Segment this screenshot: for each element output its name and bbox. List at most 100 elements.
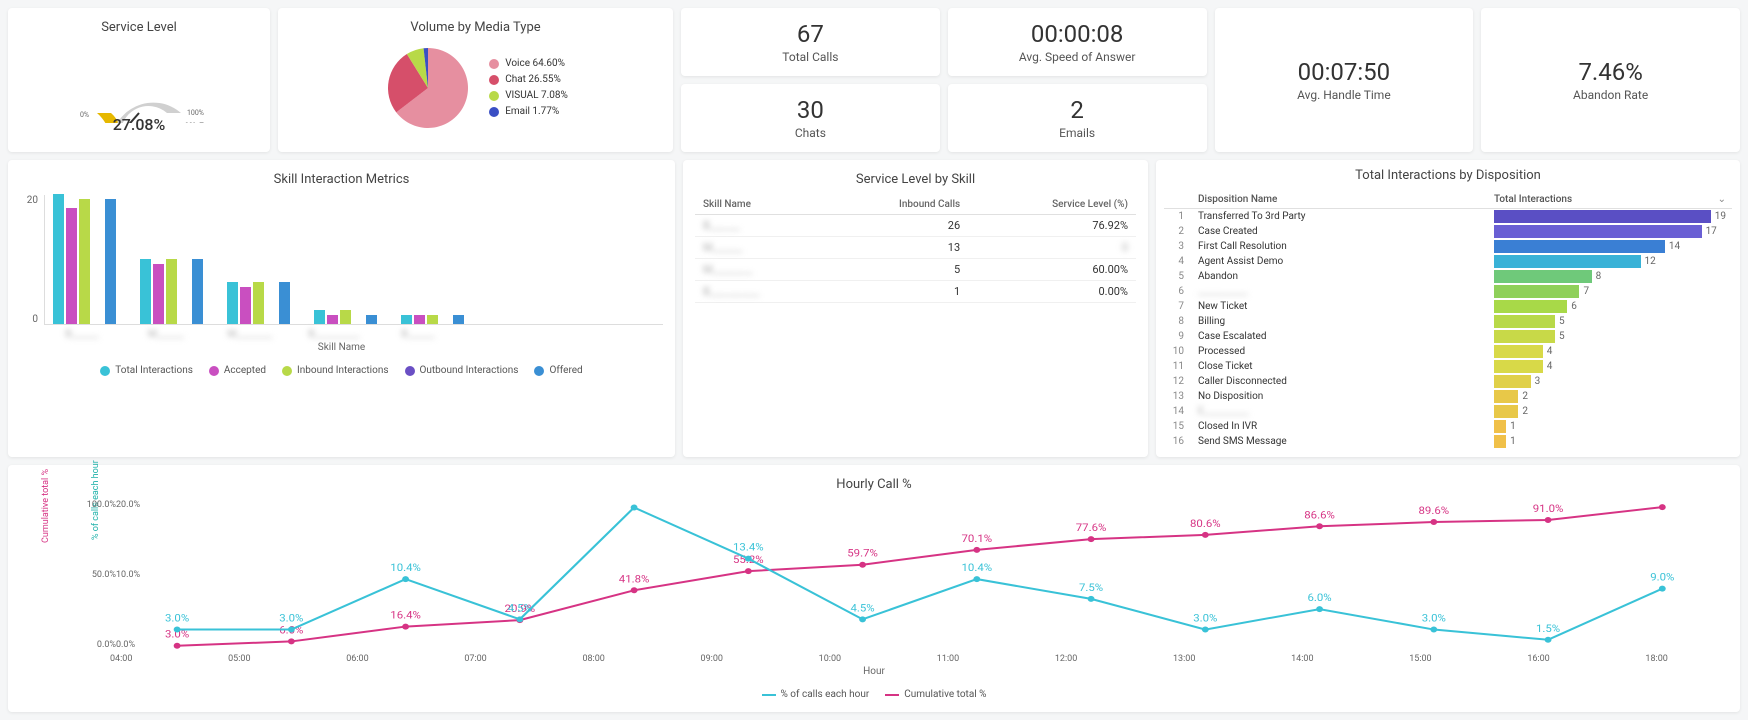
- svg-text:3.0%: 3.0%: [1422, 612, 1446, 624]
- pie-legend-item: Voice 64.60%: [489, 56, 568, 72]
- skill-metrics-yaxis: 200: [20, 195, 44, 325]
- bar: [414, 315, 425, 324]
- hourly-y-left-ticks: 100.0%50.0%0.0%: [76, 500, 116, 650]
- hourly-chart-svg: 3.0%6.0%16.4%20.9%41.8%55.2%59.7%70.1%77…: [40, 500, 1708, 650]
- bar: [227, 282, 238, 324]
- card-sl-by-skill: Service Level by Skill Skill NameInbound…: [683, 160, 1148, 457]
- bar: [366, 315, 377, 324]
- card-skill-metrics: Skill Interaction Metrics 200 B______M__…: [8, 160, 675, 457]
- disposition-row[interactable]: 2Case Created17: [1164, 224, 1732, 239]
- svg-text:41.8%: 41.8%: [619, 573, 650, 585]
- kpi-avg-speed: 00:00:08 Avg. Speed of Answer: [948, 8, 1207, 76]
- disposition-row[interactable]: 16Send SMS Message1: [1164, 434, 1732, 449]
- bar: [66, 208, 77, 324]
- hourly-title: Hourly Call %: [20, 477, 1728, 492]
- disposition-row[interactable]: 1Transferred To 3rd Party19: [1164, 209, 1732, 225]
- disposition-row[interactable]: 8Billing5: [1164, 314, 1732, 329]
- svg-text:86.6%: 86.6%: [1304, 509, 1335, 521]
- card-dispositions: Total Interactions by Disposition Dispos…: [1156, 160, 1740, 457]
- pie-legend-item: Chat 26.55%: [489, 72, 568, 88]
- disposition-row[interactable]: 14E__________2: [1164, 404, 1732, 419]
- svg-text:1.5%: 1.5%: [1536, 622, 1560, 634]
- legend-item[interactable]: Inbound Interactions: [282, 365, 389, 376]
- table-row[interactable]: M________560.00%: [695, 259, 1136, 281]
- svg-text:4.5%: 4.5%: [508, 602, 532, 614]
- svg-text:10.4%: 10.4%: [390, 562, 421, 574]
- bar: [105, 199, 116, 324]
- legend-item[interactable]: Accepted: [209, 365, 266, 376]
- bar-group: [227, 282, 290, 324]
- volume-media-title: Volume by Media Type: [290, 20, 661, 35]
- bar: [140, 259, 151, 324]
- svg-text:3.0%: 3.0%: [279, 612, 303, 624]
- disposition-row[interactable]: 9Case Escalated5: [1164, 329, 1732, 344]
- legend-item[interactable]: Total Interactions: [100, 365, 193, 376]
- kpi-avg-speed-value: 00:00:08: [1031, 20, 1124, 48]
- card-hourly: Hourly Call % Cumulative total % % of ca…: [8, 465, 1740, 712]
- table-row[interactable]: B__________10.00%: [695, 281, 1136, 303]
- disposition-row[interactable]: 12Caller Disconnected3: [1164, 374, 1732, 389]
- svg-text:9.0%: 9.0%: [1650, 571, 1674, 583]
- svg-text:13.4%: 13.4%: [733, 541, 764, 553]
- card-volume-media: Volume by Media Type Voice 64.60%Chat 26…: [278, 8, 673, 152]
- disposition-row[interactable]: 5Abandon8: [1164, 269, 1732, 284]
- bar: [192, 259, 203, 324]
- kpi-total-calls: 67 Total Calls: [681, 8, 940, 76]
- bar: [427, 315, 438, 324]
- sort-dropdown-icon[interactable]: ⌄: [1718, 194, 1726, 205]
- kpi-chats-value: 30: [797, 96, 824, 124]
- bar-group: [401, 315, 464, 324]
- svg-text:16.4%: 16.4%: [390, 609, 421, 621]
- table-row[interactable]: M______130: [695, 237, 1136, 259]
- bar: [153, 264, 164, 324]
- kpi-aht-label: Avg. Handle Time: [1297, 88, 1391, 102]
- skill-metrics-legend: Total Interactions Accepted Inbound Intera…: [20, 365, 663, 376]
- svg-text:80.6%: 80.6%: [1190, 518, 1221, 530]
- bar: [401, 315, 412, 324]
- bar: [327, 315, 338, 324]
- card-service-level: Service Level 0%90% Target100% 27.08%: [8, 8, 270, 152]
- skill-metrics-title: Skill Interaction Metrics: [20, 172, 663, 187]
- svg-text:91.0%: 91.0%: [1533, 503, 1564, 515]
- disposition-row[interactable]: 4Agent Assist Demo12: [1164, 254, 1732, 269]
- kpi-total-calls-value: 67: [797, 20, 824, 48]
- hourly-ylabel-left: Cumulative total %: [41, 469, 51, 543]
- dispositions-table: Disposition NameTotal Interactions ⌄1Tra…: [1164, 191, 1732, 449]
- disposition-row[interactable]: 10Processed4: [1164, 344, 1732, 359]
- svg-text:4.5%: 4.5%: [850, 602, 874, 614]
- svg-text:20.9%: 20.9%: [619, 500, 650, 502]
- bar: [53, 194, 64, 324]
- kpi-abandon-value: 7.46%: [1578, 58, 1642, 86]
- disposition-row[interactable]: 11Close Ticket4: [1164, 359, 1732, 374]
- disposition-row[interactable]: 7New Ticket6: [1164, 299, 1732, 314]
- kpi-abandon-label: Abandon Rate: [1573, 88, 1648, 102]
- kpi-emails-label: Emails: [1059, 126, 1095, 140]
- svg-text:3.0%: 3.0%: [165, 612, 189, 624]
- pie-legend-item: Email 1.77%: [489, 104, 568, 120]
- table-row[interactable]: B______2676.92%: [695, 215, 1136, 237]
- legend-item[interactable]: % of calls each hour: [762, 689, 870, 700]
- kpi-emails-value: 2: [1070, 96, 1084, 124]
- svg-text:6.0%: 6.0%: [1307, 592, 1331, 604]
- svg-text:7.5%: 7.5%: [1079, 582, 1103, 594]
- bar: [166, 259, 177, 324]
- bar: [79, 199, 90, 324]
- kpi-chats: 30 Chats: [681, 84, 940, 152]
- disposition-row[interactable]: 3First Call Resolution14: [1164, 239, 1732, 254]
- svg-text:3.0%: 3.0%: [1193, 612, 1217, 624]
- legend-item[interactable]: Outbound Interactions: [405, 365, 519, 376]
- disposition-row[interactable]: 13No Disposition2: [1164, 389, 1732, 404]
- bar-group: [53, 194, 116, 324]
- disposition-row[interactable]: 15Closed In IVR1: [1164, 419, 1732, 434]
- kpi-abandon: 7.46% Abandon Rate: [1481, 8, 1740, 152]
- kpi-chats-label: Chats: [795, 126, 826, 140]
- dispositions-title: Total Interactions by Disposition: [1164, 168, 1732, 183]
- legend-item[interactable]: Cumulative total %: [885, 689, 986, 700]
- svg-text:89.6%: 89.6%: [1419, 505, 1450, 517]
- kpi-avg-speed-label: Avg. Speed of Answer: [1019, 50, 1136, 64]
- legend-item[interactable]: Offered: [534, 365, 582, 376]
- disposition-row[interactable]: 6___________7: [1164, 284, 1732, 299]
- kpi-aht-value: 00:07:50: [1298, 58, 1391, 86]
- skill-metrics-axis-title: Skill Name: [20, 342, 663, 353]
- bar-group: [314, 310, 377, 324]
